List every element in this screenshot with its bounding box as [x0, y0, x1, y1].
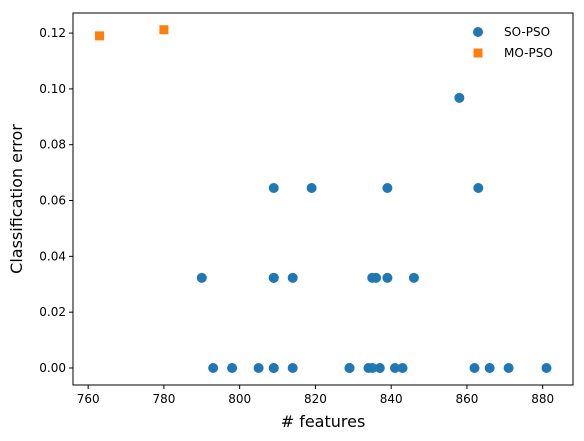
data-point-so-pso: [367, 362, 378, 373]
data-point-so-pso: [469, 362, 480, 373]
legend-marker-mo-pso: [473, 48, 483, 58]
x-tick-label: 860: [455, 392, 478, 406]
y-tick-label: 0.00: [39, 361, 66, 375]
x-tick-label: 840: [380, 392, 403, 406]
y-axis-label: Classification error: [7, 124, 26, 274]
data-point-so-pso: [268, 272, 279, 283]
data-point-so-pso: [397, 362, 408, 373]
x-axis-label: # features: [281, 412, 366, 431]
data-point-so-pso: [382, 182, 393, 193]
data-point-mo-pso: [95, 31, 105, 41]
x-tick-label: 880: [531, 392, 554, 406]
data-point-so-pso: [473, 182, 484, 193]
data-point-so-pso: [503, 362, 514, 373]
data-marks: [95, 25, 552, 373]
data-point-so-pso: [287, 272, 298, 283]
x-axis-ticks: 760 780 800 820 840 860 880: [77, 385, 554, 406]
data-point-so-pso: [382, 272, 393, 283]
y-axis-ticks: 0.00 0.02 0.04 0.06 0.08 0.10 0.12: [39, 26, 73, 375]
x-tick-label: 820: [304, 392, 327, 406]
x-tick-label: 780: [152, 392, 175, 406]
data-point-so-pso: [344, 362, 355, 373]
data-point-so-pso: [268, 362, 279, 373]
x-tick-label: 760: [77, 392, 100, 406]
data-point-so-pso: [541, 362, 552, 373]
y-tick-label: 0.06: [39, 194, 66, 208]
data-point-so-pso: [374, 362, 385, 373]
data-point-so-pso: [227, 362, 238, 373]
plot-frame: [72, 12, 574, 386]
data-point-so-pso: [306, 182, 317, 193]
data-point-so-pso: [389, 362, 400, 373]
data-point-so-pso: [454, 92, 465, 103]
y-tick-label: 0.02: [39, 305, 66, 319]
legend-marker-so-pso: [473, 27, 483, 37]
y-tick-label: 0.04: [39, 249, 66, 263]
x-tick-label: 800: [228, 392, 251, 406]
y-tick-label: 0.08: [39, 138, 66, 152]
data-point-so-pso: [371, 272, 382, 283]
y-tick-label: 0.10: [39, 82, 66, 96]
data-point-so-pso: [287, 362, 298, 373]
data-point-so-pso: [408, 272, 419, 283]
data-point-so-pso: [253, 362, 264, 373]
legend-label-mo-pso: MO-PSO: [504, 46, 553, 60]
data-point-mo-pso: [159, 25, 169, 35]
data-point-so-pso: [208, 362, 219, 373]
data-point-so-pso: [484, 362, 495, 373]
legend-label-so-pso: SO-PSO: [504, 25, 550, 39]
data-point-so-pso: [268, 182, 279, 193]
legend: SO-PSO MO-PSO: [473, 25, 553, 60]
data-point-so-pso: [196, 272, 207, 283]
y-tick-label: 0.12: [39, 26, 66, 40]
